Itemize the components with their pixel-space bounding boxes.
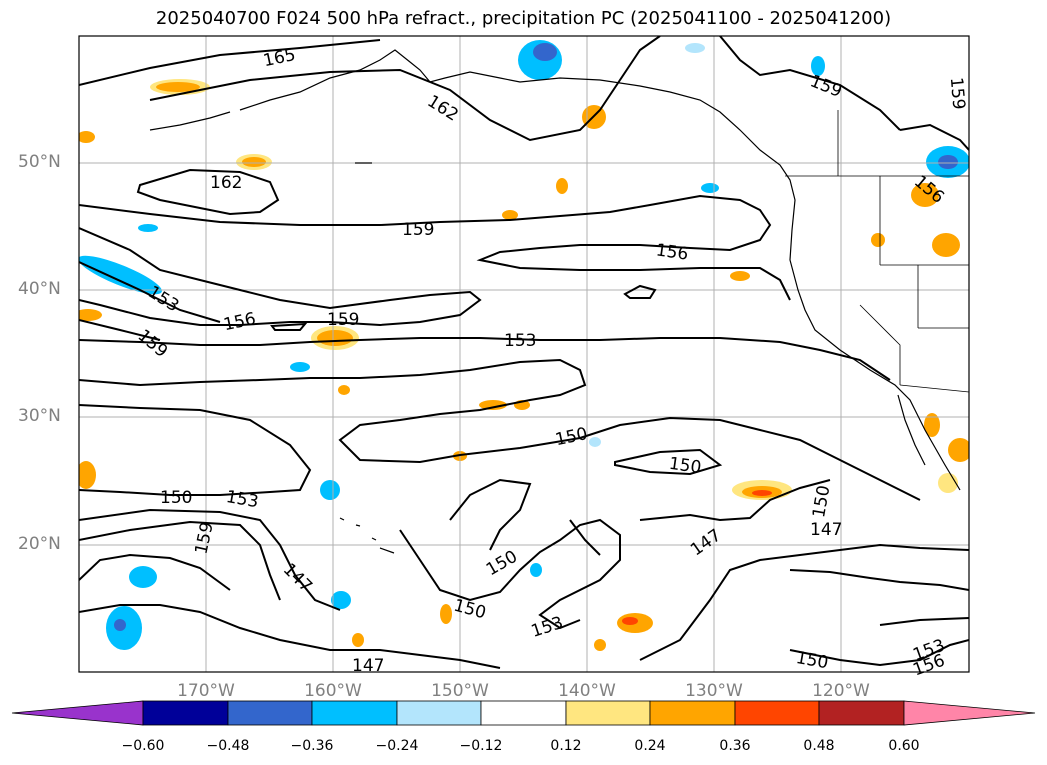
colorbar-tick-label: 0.60 xyxy=(888,738,920,754)
lon-tick-label: 160°W xyxy=(304,681,362,701)
colorbar-tick-label: 0.48 xyxy=(803,738,835,754)
coastlines xyxy=(149,49,961,554)
lon-tick-label: 170°W xyxy=(177,681,235,701)
contour-label: 150 xyxy=(668,454,703,478)
contour-label: 150 xyxy=(160,488,192,508)
lon-tick-label: 140°W xyxy=(558,681,616,701)
contour-label: 153 xyxy=(504,331,536,351)
map-title: 2025040700 F024 500 hPa refract., precip… xyxy=(155,8,892,29)
colorbar-swatch xyxy=(227,700,313,726)
colorbar-swatch xyxy=(734,700,820,726)
colorbar-swatch xyxy=(396,700,482,726)
contour-label: 159 xyxy=(946,76,969,110)
contour-label: 162 xyxy=(210,173,242,193)
lat-tick-label: 20°N xyxy=(18,534,61,554)
colorbar-tick-label: −0.36 xyxy=(290,738,334,754)
lat-tick-label: 30°N xyxy=(18,406,61,426)
contour-label: 147 xyxy=(810,520,842,540)
lat-tick-label: 40°N xyxy=(18,279,61,299)
colorbar-swatch xyxy=(142,700,229,726)
colorbar-swatch xyxy=(818,700,905,726)
colorbar-swatch xyxy=(565,700,651,726)
precip-shading xyxy=(79,40,969,651)
contour-label: 147 xyxy=(352,656,384,676)
colorbar-extend-low xyxy=(11,700,144,726)
map-frame xyxy=(78,35,970,673)
political-borders xyxy=(785,110,969,393)
lon-tick-label: 130°W xyxy=(685,681,743,701)
colorbar-extend-high xyxy=(903,700,1036,726)
colorbar-swatch xyxy=(311,700,398,726)
contour-label: 159 xyxy=(402,220,434,240)
colorbar-tick-label: −0.60 xyxy=(121,738,165,754)
lon-tick-label: 120°W xyxy=(812,681,870,701)
map-gridlines xyxy=(79,36,969,672)
colorbar-tick-label: 0.12 xyxy=(550,738,582,754)
contour-label: 156 xyxy=(655,240,690,264)
colorbar-tick-label: −0.12 xyxy=(459,738,503,754)
refractivity-contours xyxy=(79,36,969,669)
colorbar xyxy=(11,700,1036,726)
colorbar-swatch xyxy=(649,700,736,726)
colorbar-tick-label: −0.24 xyxy=(375,738,419,754)
colorbar-swatch xyxy=(480,700,567,726)
lat-tick-label: 50°N xyxy=(18,152,61,172)
contour-label: 159 xyxy=(327,310,359,330)
lon-tick-label: 150°W xyxy=(431,681,489,701)
colorbar-tick-label: 0.36 xyxy=(719,738,751,754)
colorbar-tick-label: 0.24 xyxy=(634,738,666,754)
colorbar-tick-label: −0.48 xyxy=(206,738,250,754)
